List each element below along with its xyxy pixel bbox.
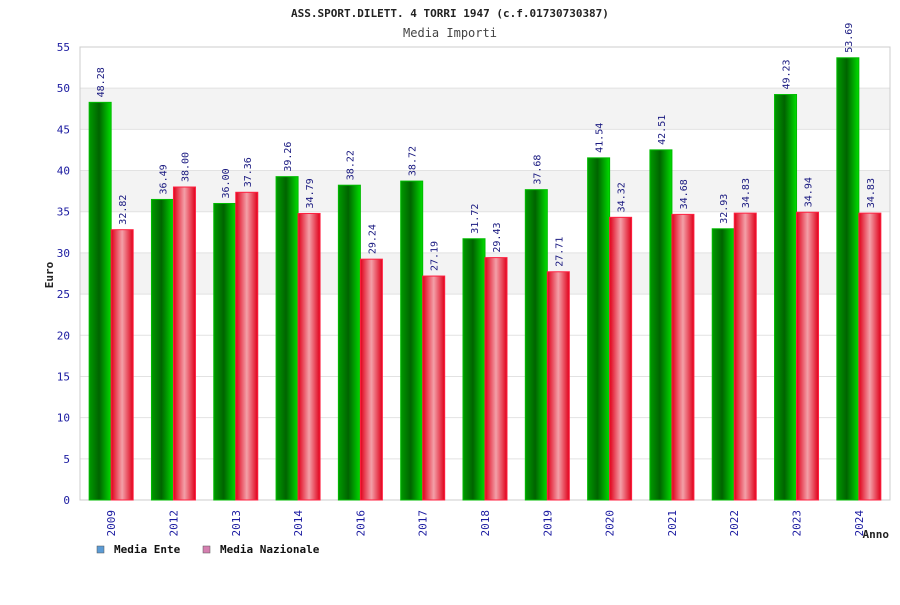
data-label: 36.00: [221, 168, 232, 198]
data-label: 34.83: [866, 178, 877, 208]
data-label: 34.32: [617, 182, 628, 212]
x-tick-label: 2018: [479, 510, 492, 537]
bar-media-ente-2014: [275, 176, 299, 501]
y-axis-ticks: 0 5 10 15 20 25 30 35 40 45 50 55: [57, 41, 70, 507]
y-tick-label: 25: [57, 288, 70, 301]
y-tick-label: 55: [57, 41, 70, 54]
bar-media-ente-2016: [337, 184, 361, 501]
bar-media-nazionale-2022: [733, 212, 757, 501]
y-tick-label: 20: [57, 329, 70, 342]
background-band: [80, 88, 890, 130]
data-label: 29.43: [492, 222, 503, 252]
y-tick-label: 50: [57, 82, 70, 95]
y-tick-label: 40: [57, 165, 70, 178]
data-label: 36.49: [158, 164, 169, 194]
x-tick-label: 2024: [853, 510, 866, 537]
data-label: 31.72: [470, 204, 481, 234]
x-tick-label: 2021: [666, 510, 679, 537]
bar-media-nazionale-2009: [110, 229, 134, 501]
background-band: [80, 47, 890, 89]
x-tick-label: 2009: [105, 510, 118, 537]
x-tick-label: 2017: [417, 510, 430, 537]
x-tick-label: 2023: [791, 510, 804, 537]
bar-media-nazionale-2019: [546, 271, 570, 501]
bar-media-nazionale-2024: [858, 212, 882, 501]
legend-swatch-media-ente: [96, 545, 105, 554]
bar-media-ente-2017: [400, 180, 424, 501]
x-axis-ticks: 2009 2012 2013 2014 2016 2017 2018 2019 2020 2021…: [105, 510, 866, 537]
data-label: 27.19: [430, 241, 441, 271]
bar-media-nazionale-2020: [609, 216, 633, 501]
x-tick-label: 2016: [354, 510, 367, 537]
y-tick-label: 0: [63, 494, 70, 507]
x-tick-label: 2020: [604, 510, 617, 537]
bar-media-nazionale-2012: [172, 186, 196, 501]
data-label: 48.28: [96, 67, 107, 97]
y-axis-label: Euro: [43, 261, 56, 288]
bar-media-ente-2012: [150, 198, 174, 501]
background-band: [80, 129, 890, 171]
x-tick-label: 2014: [292, 510, 305, 537]
bar-media-ente-2022: [711, 228, 735, 501]
bar-media-nazionale-2021: [671, 213, 695, 501]
x-tick-label: 2019: [541, 510, 554, 537]
bar-media-nazionale-2016: [359, 258, 383, 501]
y-tick-label: 5: [63, 453, 70, 466]
bar-media-ente-2024: [836, 57, 860, 501]
bar-media-ente-2020: [587, 157, 611, 501]
x-tick-label: 2012: [167, 510, 180, 537]
bar-media-nazionale-2023: [796, 211, 820, 501]
y-tick-label: 35: [57, 206, 70, 219]
data-label: 34.79: [305, 178, 316, 208]
legend-label-media-nazionale: Media Nazionale: [220, 543, 320, 556]
x-axis-label: Anno: [863, 528, 890, 541]
chart-subtitle: Media Importi: [403, 26, 497, 40]
data-label: 32.93: [719, 194, 730, 224]
legend-label-media-ente: Media Ente: [114, 543, 181, 556]
bar-media-nazionale-2018: [484, 257, 508, 501]
x-tick-label: 2022: [728, 510, 741, 537]
legend: Media Ente Media Nazionale: [96, 543, 320, 556]
data-label: 37.36: [243, 157, 254, 187]
data-label: 49.23: [782, 59, 793, 89]
data-label: 39.26: [283, 142, 294, 172]
legend-swatch-media-nazionale: [202, 545, 211, 554]
y-tick-label: 10: [57, 412, 70, 425]
data-label: 37.68: [532, 155, 543, 185]
bar-media-ente-2018: [462, 238, 486, 501]
bars: [88, 57, 882, 501]
data-label: 42.51: [657, 115, 668, 145]
y-tick-label: 45: [57, 123, 70, 136]
data-label: 27.71: [554, 237, 565, 267]
bar-media-ente-2013: [213, 202, 237, 501]
bar-media-nazionale-2017: [422, 275, 446, 501]
data-labels: 48.28 32.82 36.49 38.00 36.00 37.36 39.26 34.79…: [96, 23, 877, 271]
x-tick-label: 2013: [230, 510, 243, 537]
data-label: 34.83: [741, 178, 752, 208]
data-label: 53.69: [844, 23, 855, 53]
data-label: 38.72: [408, 146, 419, 176]
data-label: 29.24: [367, 224, 378, 254]
background-band: [80, 170, 890, 212]
bar-media-nazionale-2013: [235, 191, 259, 501]
bar-media-ente-2019: [524, 189, 548, 501]
chart-title: ASS.SPORT.DILETT. 4 TORRI 1947 (c.f.0173…: [291, 7, 609, 20]
data-label: 34.94: [804, 177, 815, 207]
data-label: 38.22: [345, 150, 356, 180]
data-label: 34.68: [679, 179, 690, 209]
bar-media-nazionale-2014: [297, 212, 321, 501]
bar-media-ente-2009: [88, 101, 112, 501]
y-tick-label: 30: [57, 247, 70, 260]
data-label: 38.00: [180, 152, 191, 182]
bar-media-ente-2021: [649, 149, 673, 501]
bar-media-ente-2023: [774, 94, 798, 501]
data-label: 32.82: [118, 195, 129, 225]
data-label: 41.54: [595, 123, 606, 153]
y-tick-label: 15: [57, 370, 70, 383]
